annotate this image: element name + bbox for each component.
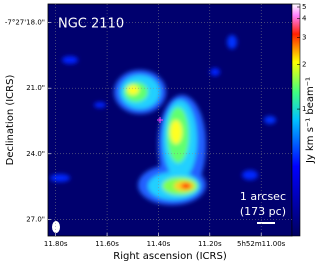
colorbar-tick-label: 4: [302, 15, 307, 23]
colorbar: [291, 3, 301, 237]
x-tick-label: 11.40s: [147, 240, 171, 248]
image: [48, 4, 292, 236]
annotation: 1 arcsec: [240, 190, 286, 203]
colorbar-tick-label: 3: [302, 34, 306, 42]
annotation: (173 pc): [240, 205, 286, 218]
y-axis-label: Declination (ICRS): [5, 75, 16, 166]
y-tick-label: 21.0": [26, 84, 45, 92]
x-tick-label: 11.60s: [95, 240, 119, 248]
chart-title: NGC 2110: [58, 17, 124, 32]
x-tick-label: 11.20s: [198, 240, 222, 248]
colorbar-tick-label: 1: [302, 105, 306, 113]
x-tick-label: 11.80s: [44, 240, 68, 248]
colorbar-label: Jy km s⁻¹ beam⁻¹: [305, 77, 316, 164]
y-tick-label: 24.0": [26, 150, 45, 158]
x-tick-label: 5h52m11.00s: [237, 240, 286, 248]
colorbar-tick-label: 2: [302, 60, 306, 68]
y-tick-label: 27.0": [26, 215, 45, 223]
x-axis-label: Right ascension (ICRS): [113, 251, 227, 262]
colorbar-tick-label: 5: [302, 3, 306, 11]
y-tick-label: -7°27'18.0": [5, 19, 45, 27]
